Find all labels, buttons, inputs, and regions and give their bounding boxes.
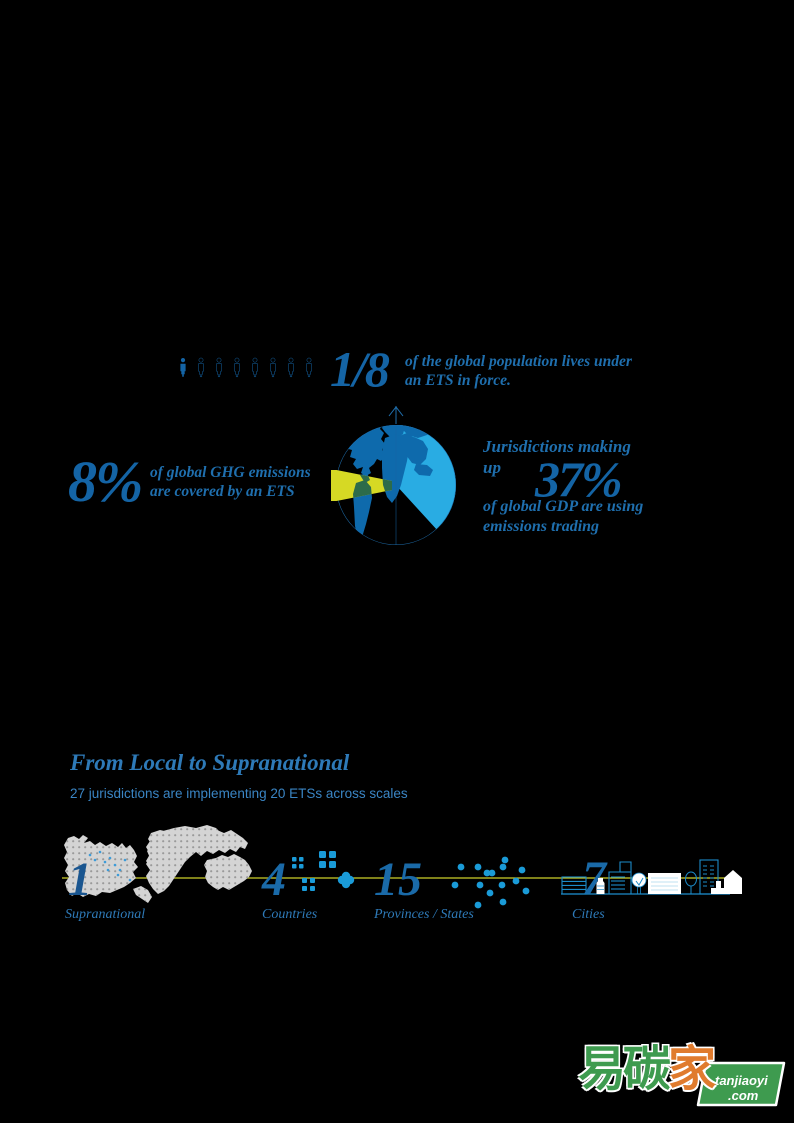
- svg-text:1: 1: [68, 853, 92, 906]
- svg-text:4: 4: [261, 853, 286, 906]
- svg-text:Supranational: Supranational: [65, 907, 145, 922]
- svg-text:15: 15: [374, 853, 422, 906]
- svg-text:Countries: Countries: [262, 907, 318, 922]
- svg-text:7: 7: [582, 852, 608, 905]
- svg-text:Provinces / States: Provinces / States: [373, 907, 474, 922]
- svg-text:Cities: Cities: [572, 907, 605, 922]
